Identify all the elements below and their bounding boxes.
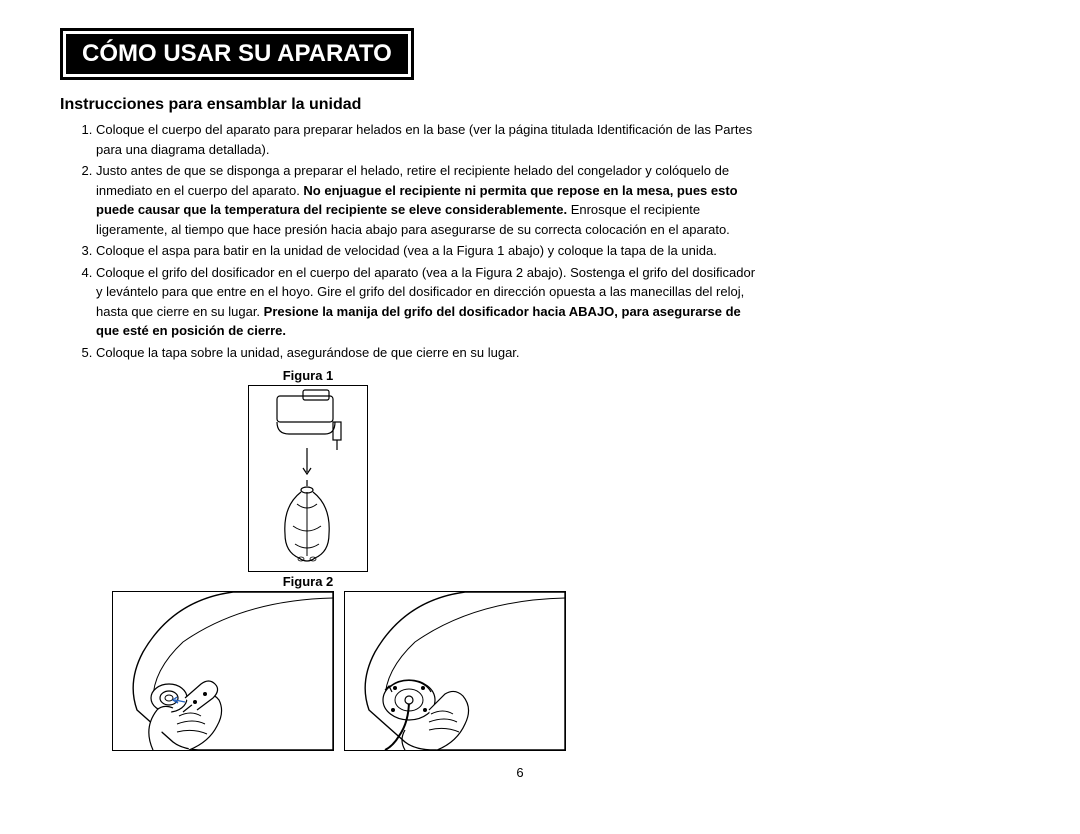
- figure-1-wrapper: Figura 1: [228, 368, 388, 572]
- figure-2b-box: [344, 591, 566, 751]
- instruction-list: Coloque el cuerpo del aparato para prepa…: [60, 120, 1020, 362]
- list-item: Coloque el aspa para batir en la unidad …: [96, 241, 1020, 261]
- list-item: Coloque el grifo del dosificador en el c…: [96, 263, 1020, 341]
- list-item: Coloque el cuerpo del aparato para prepa…: [96, 120, 1020, 159]
- figure-2-label: Figura 2: [228, 574, 388, 589]
- figure-2b-illustration: [345, 592, 565, 750]
- section-title-box: CÓMO USAR SU APARATO: [60, 28, 414, 80]
- step-text: Coloque el cuerpo del aparato para prepa…: [96, 122, 752, 157]
- step-text: Coloque la tapa sobre la unidad, asegurá…: [96, 345, 520, 360]
- figures-container: Figura 1: [60, 368, 1020, 751]
- figure-1-label: Figura 1: [228, 368, 388, 383]
- page-number: 6: [20, 765, 1020, 780]
- figure-2-label-wrap: Figura 2: [228, 574, 388, 589]
- section-subtitle: Instrucciones para ensamblar la unidad: [60, 96, 1020, 114]
- section-title: CÓMO USAR SU APARATO: [66, 34, 408, 74]
- list-item: Justo antes de que se disponga a prepara…: [96, 161, 1020, 239]
- figure-2a-illustration: [113, 592, 333, 750]
- list-item: Coloque la tapa sobre la unidad, asegurá…: [96, 343, 1020, 363]
- figure-1-box: [248, 385, 368, 572]
- figure-2a-box: [112, 591, 334, 751]
- figure-2-row: [112, 591, 1020, 751]
- figure-1-illustration: [249, 386, 367, 571]
- step-text: Coloque el aspa para batir en la unidad …: [96, 243, 717, 258]
